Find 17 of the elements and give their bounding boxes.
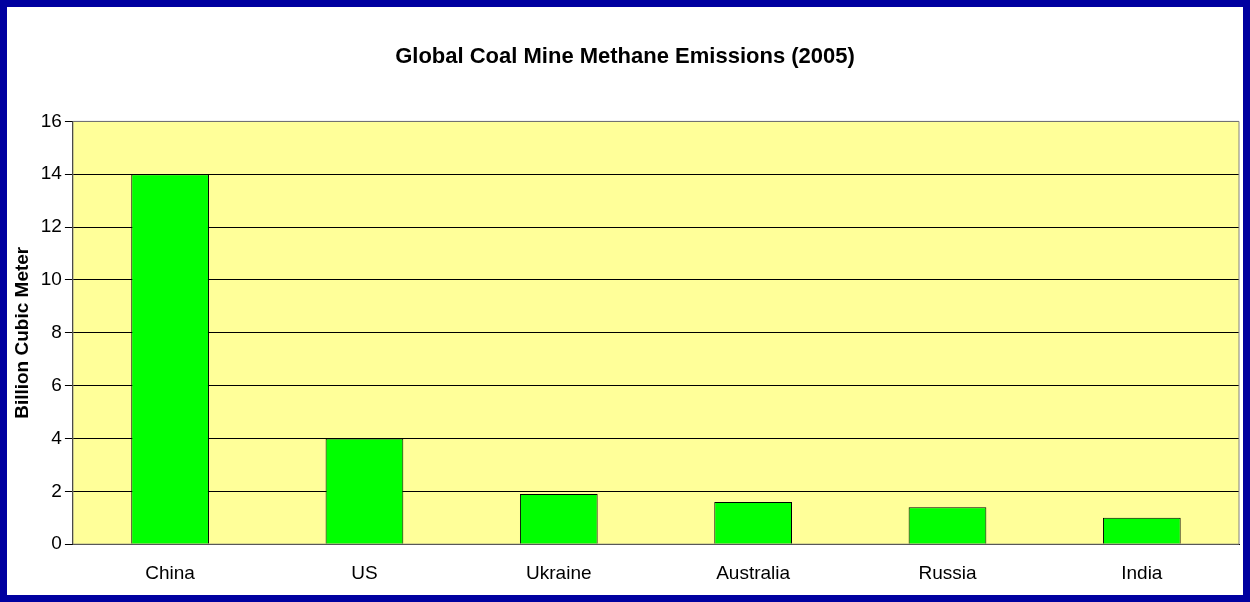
y-tick-label: 4 — [51, 426, 63, 448]
y-tick-label: 10 — [40, 268, 62, 290]
x-tick-label: US — [351, 561, 378, 583]
y-tick-label: 2 — [51, 479, 62, 501]
y-axis-title: Billion Cubic Meter — [10, 246, 32, 419]
y-tick-label: 16 — [40, 109, 62, 131]
x-tick-label: Australia — [716, 561, 791, 583]
x-tick-label: Ukraine — [526, 561, 592, 583]
x-tick-label: Russia — [918, 561, 977, 583]
y-tick-label: 0 — [51, 532, 62, 554]
chart-title: Global Coal Mine Methane Emissions (2005) — [394, 43, 856, 69]
y-tick-label: 6 — [51, 373, 62, 395]
y-tick-label: 8 — [51, 321, 62, 343]
x-tick-label: India — [1121, 561, 1163, 583]
y-tick-label: 14 — [40, 162, 63, 184]
y-tick-label: 12 — [40, 215, 62, 237]
x-tick-label: China — [145, 561, 196, 583]
